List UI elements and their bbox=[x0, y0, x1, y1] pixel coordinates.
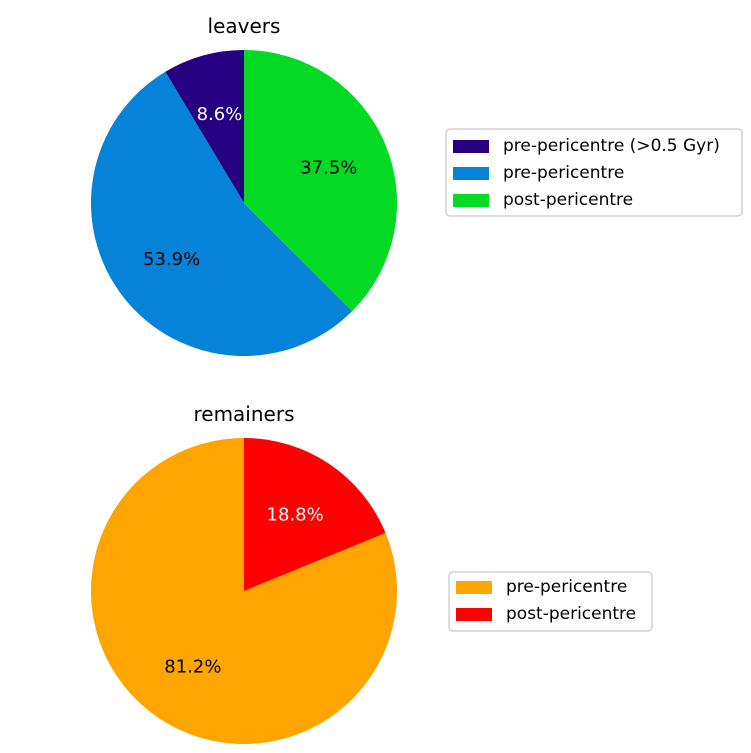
pie-slice-pre-pericentre bbox=[91, 71, 353, 356]
pie-slice-label-pre-pericentre: 81.2% bbox=[164, 657, 221, 678]
legend-box bbox=[448, 571, 653, 632]
legend-box bbox=[445, 128, 743, 217]
legend-label-post-pericentre: post-pericentre bbox=[506, 604, 636, 624]
pie-slice-label-post-pericentre: 18.8% bbox=[267, 504, 324, 525]
legend-swatch-pre-pericentre-0-5-gyr bbox=[453, 140, 489, 153]
pie-slice-label-pre-pericentre-0-5-gyr: 8.6% bbox=[197, 104, 243, 125]
legend-label-pre-pericentre: pre-pericentre bbox=[503, 163, 624, 183]
chart-title-remainers: remainers bbox=[193, 402, 294, 426]
remainers-legend: pre-pericentre post-pericentre bbox=[448, 571, 653, 632]
pie-slice-label-post-pericentre: 37.5% bbox=[300, 157, 357, 178]
pie-slice-pre-pericentre-0-5-gyr bbox=[165, 50, 244, 203]
leavers-pie: 8.6% 53.9% 37.5% bbox=[91, 50, 398, 356]
pie-slice-post-pericentre bbox=[244, 438, 386, 591]
chart-title-leavers: leavers bbox=[208, 14, 281, 38]
legend-swatch-post-pericentre bbox=[453, 194, 489, 207]
legend-label-pre-pericentre-0-5-gyr: pre-pericentre (>0.5 Gyr) bbox=[503, 136, 720, 156]
legend-label-post-pericentre: post-pericentre bbox=[503, 190, 633, 210]
pie-slice-label-pre-pericentre: 53.9% bbox=[143, 249, 200, 270]
remainers-pie: 81.2% 18.8% bbox=[91, 438, 398, 744]
legend-swatch-post-pericentre bbox=[456, 608, 492, 621]
remainers-chart: remainers 81.2% 18.8% pre-pericentre post-… bbox=[91, 402, 653, 744]
legend-label-pre-pericentre: pre-pericentre bbox=[506, 577, 627, 597]
leavers-chart: leavers 8.6% 53.9% 37.5% pre-pericentre (>… bbox=[91, 14, 743, 356]
legend-swatch-pre-pericentre bbox=[456, 581, 492, 594]
leavers-legend: pre-pericentre (>0.5 Gyr) pre-pericentre p… bbox=[445, 128, 743, 217]
legend-swatch-pre-pericentre bbox=[453, 167, 489, 180]
pie-slice-post-pericentre bbox=[244, 50, 398, 312]
